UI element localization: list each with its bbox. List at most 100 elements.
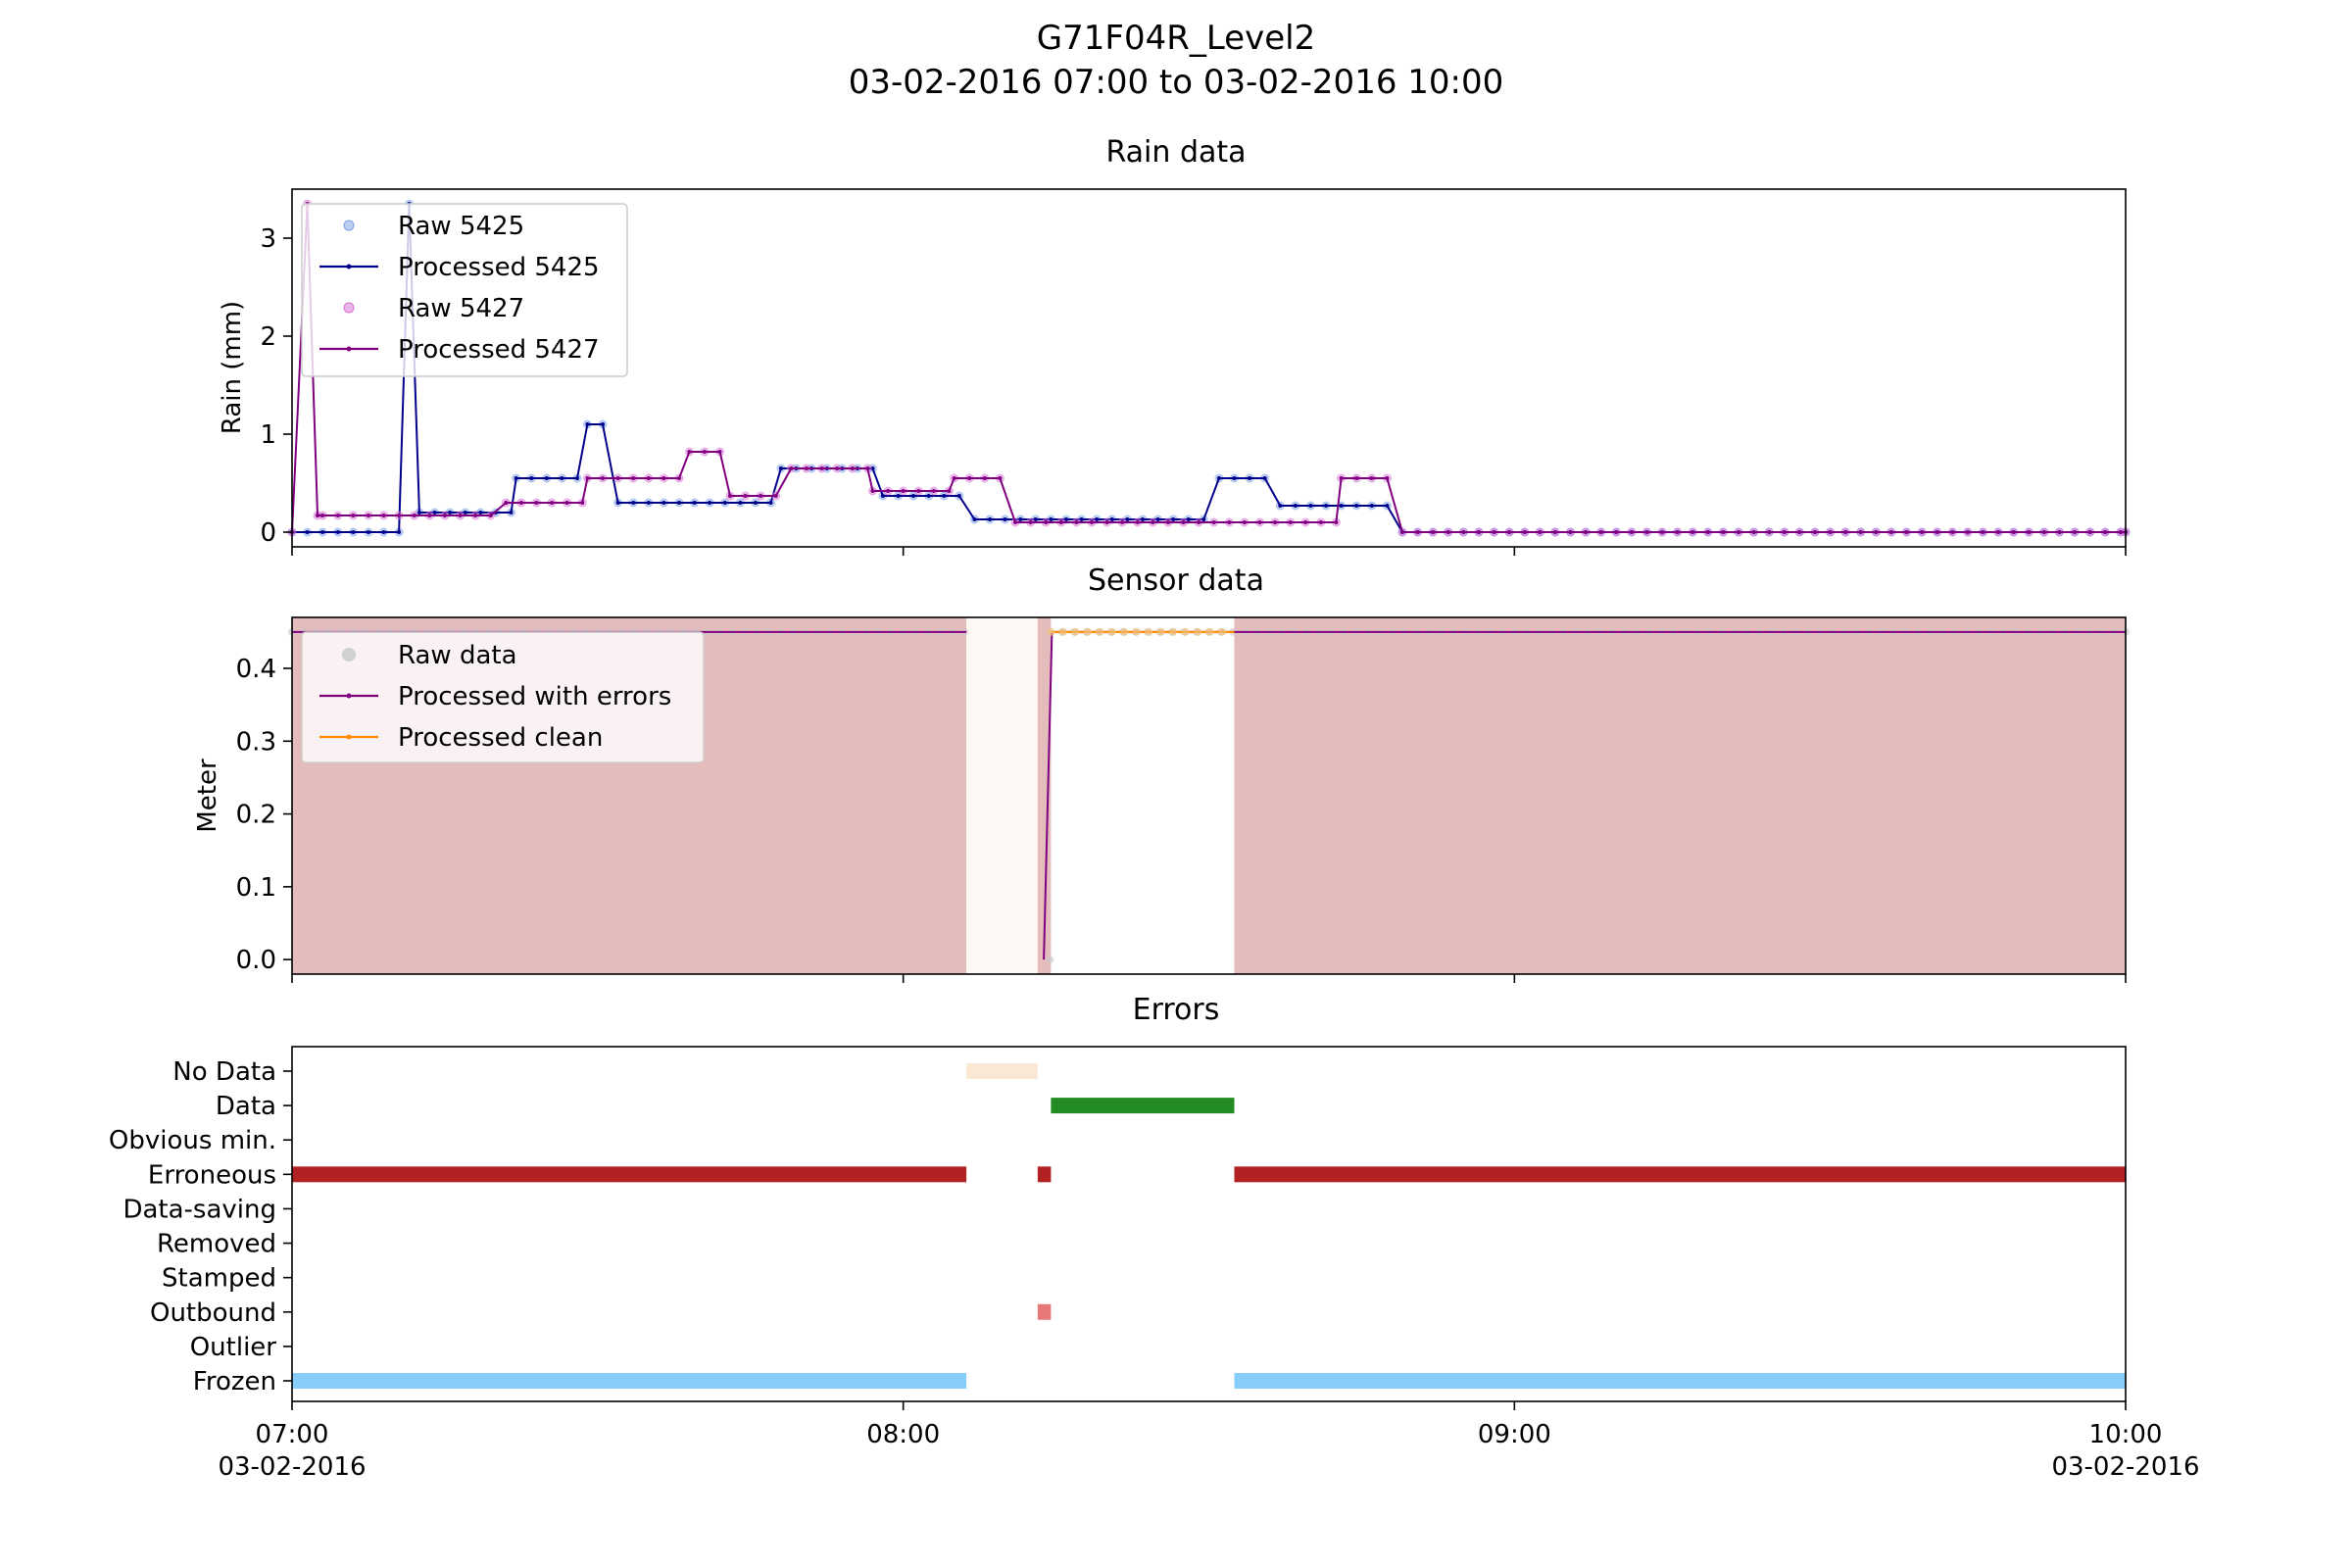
- y-tick-label: Erroneous: [148, 1160, 276, 1190]
- processed-5427-marker: [1181, 520, 1186, 524]
- processed-5427-marker: [1737, 530, 1741, 534]
- processed-5427-marker: [1629, 530, 1634, 534]
- x-tick-sublabel: 03-02-2016: [2051, 1452, 2199, 1482]
- processed-5427-marker: [1013, 520, 1018, 524]
- processed-5427-marker: [1288, 520, 1293, 524]
- processed-5427-marker: [916, 489, 921, 493]
- figure-title: G71F04R_Level2: [1037, 19, 1315, 58]
- processed-5427-marker: [646, 476, 651, 480]
- processed-5427-marker: [1476, 530, 1481, 534]
- processed-5427-marker: [1334, 520, 1339, 524]
- processed-5425-marker: [416, 511, 421, 514]
- processed-5425-marker: [956, 494, 961, 498]
- processed-5427-marker: [676, 476, 681, 480]
- processed-5427-marker: [1552, 530, 1557, 534]
- processed-5427-marker: [320, 514, 325, 517]
- processed-5427-marker: [1151, 520, 1155, 524]
- shaded-region: [1234, 617, 2126, 974]
- processed-5425-marker: [738, 501, 743, 505]
- processed-5427-marker: [1904, 530, 1909, 534]
- processed-5427-marker: [702, 450, 707, 454]
- processed-5425-marker: [615, 501, 620, 505]
- x-tick-label: 08:00: [866, 1420, 940, 1449]
- rain-panel-title: Rain data: [1105, 135, 1246, 170]
- processed-5425-marker: [1155, 517, 1160, 521]
- processed-5427-marker: [1318, 520, 1323, 524]
- processed-5425-marker: [1293, 504, 1298, 508]
- y-tick-label: 2: [260, 322, 276, 352]
- processed-5427-marker: [1369, 476, 1374, 480]
- processed-5427-marker: [381, 514, 386, 517]
- processed-5427-marker: [901, 489, 906, 493]
- y-tick-label: Stamped: [162, 1264, 276, 1294]
- processed-5427-marker: [397, 514, 402, 517]
- processed-5427-marker: [2027, 530, 2032, 534]
- legend-marker: [346, 264, 352, 270]
- processed-5427-marker: [2103, 530, 2108, 534]
- processed-5427-marker: [1461, 530, 1466, 534]
- processed-clean-point: [1169, 627, 1178, 636]
- processed-5425-marker: [320, 530, 325, 534]
- processed-5427-marker: [335, 514, 340, 517]
- error-interval-bar: [1037, 1303, 1052, 1320]
- processed-clean-point: [1058, 627, 1067, 636]
- processed-5427-marker: [1965, 530, 1970, 534]
- processed-5425-marker: [880, 494, 885, 498]
- y-tick-label: 3: [260, 224, 276, 254]
- y-tick-label: Outbound: [150, 1298, 276, 1328]
- processed-5427-marker: [366, 514, 370, 517]
- processed-5427-marker: [1415, 530, 1420, 534]
- processed-5427-marker: [564, 501, 569, 505]
- processed-5427-marker: [1120, 520, 1125, 524]
- processed-clean-point: [1156, 627, 1165, 636]
- processed-5427-marker: [1273, 520, 1278, 524]
- processed-5425-marker: [1248, 476, 1252, 480]
- processed-5425-marker: [1186, 517, 1191, 521]
- processed-5425-marker: [1033, 517, 1038, 521]
- processed-5427-marker: [458, 514, 463, 517]
- processed-5425-marker: [1079, 517, 1084, 521]
- processed-5427-marker: [804, 466, 808, 470]
- processed-5425-marker: [1171, 517, 1176, 521]
- processed-5425-marker: [1385, 504, 1390, 508]
- y-tick-label: Data-saving: [122, 1195, 276, 1224]
- processed-clean-point: [1083, 627, 1092, 636]
- processed-5425-marker: [1140, 517, 1145, 521]
- legend-box: [301, 631, 705, 763]
- y-tick-label: Frozen: [193, 1367, 276, 1396]
- processed-clean-point: [1096, 627, 1104, 636]
- processed-5427-marker: [2073, 530, 2078, 534]
- processed-5427-marker: [1385, 476, 1390, 480]
- processed-clean-point: [1205, 627, 1214, 636]
- processed-clean-point: [1194, 627, 1202, 636]
- processed-5427-marker: [1920, 530, 1925, 534]
- processed-5427-marker: [1211, 520, 1216, 524]
- processed-clean-point: [1181, 627, 1190, 636]
- processed-5427-marker: [1044, 520, 1049, 524]
- x-tick-label: 10:00: [2089, 1420, 2163, 1449]
- y-tick-label: 0.2: [236, 801, 276, 830]
- processed-5425-marker: [305, 530, 310, 534]
- processed-5427-marker: [351, 514, 356, 517]
- processed-5427-marker: [631, 476, 636, 480]
- processed-5425-marker: [676, 501, 681, 505]
- processed-clean-point: [1071, 627, 1080, 636]
- processed-5425-marker: [1003, 517, 1007, 521]
- y-tick-label: No Data: [172, 1057, 276, 1087]
- processed-5427-marker: [1797, 530, 1802, 534]
- y-tick-label: Removed: [157, 1230, 276, 1259]
- processed-clean-point: [1132, 627, 1141, 636]
- processed-5425-marker: [753, 501, 758, 505]
- x-tick-label: 07:00: [256, 1420, 329, 1449]
- processed-5427-marker: [1598, 530, 1603, 534]
- error-interval-bar: [292, 1166, 967, 1183]
- processed-5425-marker: [529, 476, 534, 480]
- processed-5425-marker: [514, 476, 518, 480]
- processed-5425-marker: [1018, 517, 1023, 521]
- legend-marker: [346, 346, 352, 352]
- rain-axes: [291, 188, 2127, 548]
- processed-5427-marker: [1950, 530, 1955, 534]
- rain-legend: Raw 5425 Processed 5425 Raw 5427 Processed …: [301, 203, 628, 377]
- processed-5427-marker: [1074, 520, 1079, 524]
- processed-5427-marker: [1888, 530, 1893, 534]
